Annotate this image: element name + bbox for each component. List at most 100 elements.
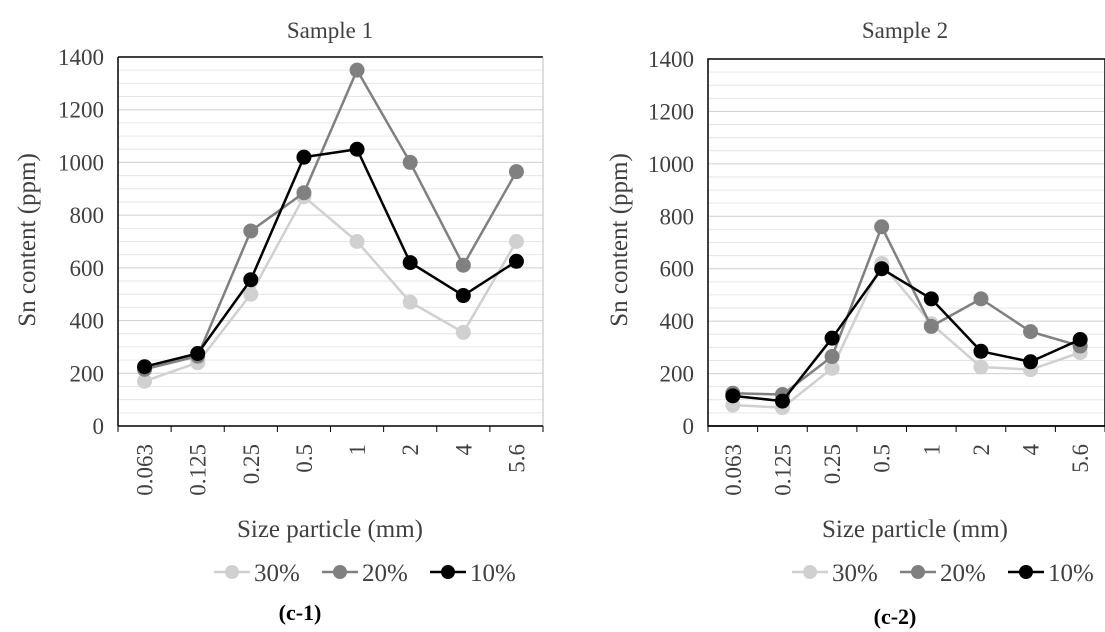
data-point-20pct [874, 219, 890, 235]
legend-item-30pct: 30% [214, 560, 300, 587]
x-tick-label: 2 [398, 444, 423, 456]
legend-marker [803, 565, 817, 579]
data-point-20pct [349, 62, 365, 78]
data-point-20pct [508, 164, 524, 180]
x-tick-label: 0.5 [870, 444, 895, 473]
data-point-10pct [190, 346, 206, 362]
legend-item-20pct: 20% [322, 560, 408, 587]
y-tick-label: 1200 [58, 98, 104, 123]
y-tick-label: 800 [70, 203, 105, 228]
data-point-20pct [455, 257, 471, 273]
legend-label: 30% [254, 560, 300, 587]
x-tick-label: 0.063 [721, 444, 746, 496]
x-tick-label: 0.125 [186, 444, 211, 496]
legend-marker [911, 565, 925, 579]
series-line-10pct [144, 148, 518, 368]
panel-caption: (c-1) [279, 600, 322, 625]
legend-label: 10% [1048, 560, 1094, 587]
series-line-20pct [732, 225, 1081, 396]
data-point-20pct [923, 318, 939, 334]
data-point-10pct [725, 388, 741, 404]
y-tick-label: 1000 [58, 150, 104, 175]
data-point-20pct [296, 185, 312, 201]
x-tick-label: 0.5 [292, 444, 317, 473]
legend-item-10pct: 10% [430, 560, 516, 587]
y-tick-label: 400 [70, 309, 105, 334]
x-tick-label: 4 [451, 444, 476, 456]
y-tick-label: 600 [70, 256, 105, 281]
data-point-10pct [296, 149, 312, 165]
y-tick-label: 400 [660, 309, 695, 334]
legend-label: 20% [362, 560, 408, 587]
y-tick-label: 1400 [648, 47, 694, 72]
data-point-20pct [243, 223, 259, 239]
x-tick-label: 0.25 [820, 444, 845, 484]
data-point-30pct [402, 294, 418, 310]
data-point-20pct [973, 291, 989, 307]
legend-item-30pct: 30% [792, 560, 878, 587]
data-point-10pct [349, 141, 365, 157]
x-tick-label: 5.6 [504, 444, 529, 473]
data-point-10pct [1072, 331, 1088, 347]
x-tick-label: 5.6 [1068, 444, 1093, 473]
x-tick-label: 1 [919, 444, 944, 456]
data-point-20pct [824, 349, 840, 365]
data-point-10pct [508, 253, 524, 269]
chart-panel-2: 0 200 400 600 800 1000 1200 1400 0.063 0.125 0.25 0… [606, 18, 1105, 629]
data-point-10pct [874, 261, 890, 277]
y-tick-label: 200 [70, 361, 105, 386]
y-tick-label: 200 [660, 362, 695, 387]
x-tick-label: 0.063 [133, 444, 158, 496]
series-line-30pct [732, 262, 1081, 409]
series-line-20pct [144, 68, 518, 371]
panel-caption: (c-2) [874, 604, 917, 629]
data-point-30pct [243, 286, 259, 302]
x-tick-label: 2 [969, 444, 994, 456]
data-point-10pct [402, 255, 418, 271]
data-point-10pct [923, 291, 939, 307]
data-point-10pct [824, 330, 840, 346]
data-point-10pct [1023, 354, 1039, 370]
legend-label: 20% [940, 560, 986, 587]
y-tick-label: 600 [660, 257, 695, 282]
y-tick-label: 0 [93, 414, 105, 439]
data-point-30pct [349, 234, 365, 249]
data-point-10pct [243, 272, 259, 288]
x-tick-label: 0.25 [239, 444, 264, 484]
data-point-10pct [455, 288, 471, 304]
y-axis-label: Sn content (ppm) [606, 153, 633, 327]
y-tick-label: 1400 [58, 45, 104, 70]
series-line-10pct [732, 267, 1081, 403]
x-tick-label: 4 [1019, 444, 1044, 456]
data-point-10pct [774, 393, 790, 409]
data-point-30pct [455, 324, 471, 340]
legend-marker [333, 565, 347, 579]
legend-marker [225, 565, 239, 579]
data-point-20pct [402, 154, 418, 170]
x-tick-label: 0.125 [770, 444, 795, 496]
x-axis-label: Size particle (mm) [822, 516, 1008, 543]
series-line-30pct [144, 195, 518, 383]
data-point-30pct [508, 234, 524, 249]
data-point-20pct [1023, 324, 1039, 340]
chart-title: Sample 1 [287, 18, 373, 43]
chart-title: Sample 2 [862, 18, 948, 43]
legend-item-10pct: 10% [1008, 560, 1094, 587]
x-tick-label: 1 [345, 444, 370, 456]
y-tick-label: 1000 [648, 152, 694, 177]
data-point-10pct [137, 359, 153, 375]
legend-marker [1019, 565, 1033, 579]
x-axis-label: Size particle (mm) [237, 516, 423, 543]
legend-label: 10% [470, 560, 516, 587]
data-point-30pct [973, 359, 989, 375]
data-point-10pct [973, 343, 989, 359]
y-tick-label: 1200 [648, 99, 694, 124]
y-tick-label: 0 [683, 414, 695, 439]
y-axis-label: Sn content (ppm) [14, 153, 41, 327]
y-tick-label: 800 [660, 204, 695, 229]
chart-panel-1: 0 200 400 600 800 1000 1200 1400 0.063 0.125 0.25 0… [14, 18, 544, 625]
legend-marker [441, 565, 455, 579]
legend-label: 30% [832, 560, 878, 587]
legend-item-20pct: 20% [900, 560, 986, 587]
